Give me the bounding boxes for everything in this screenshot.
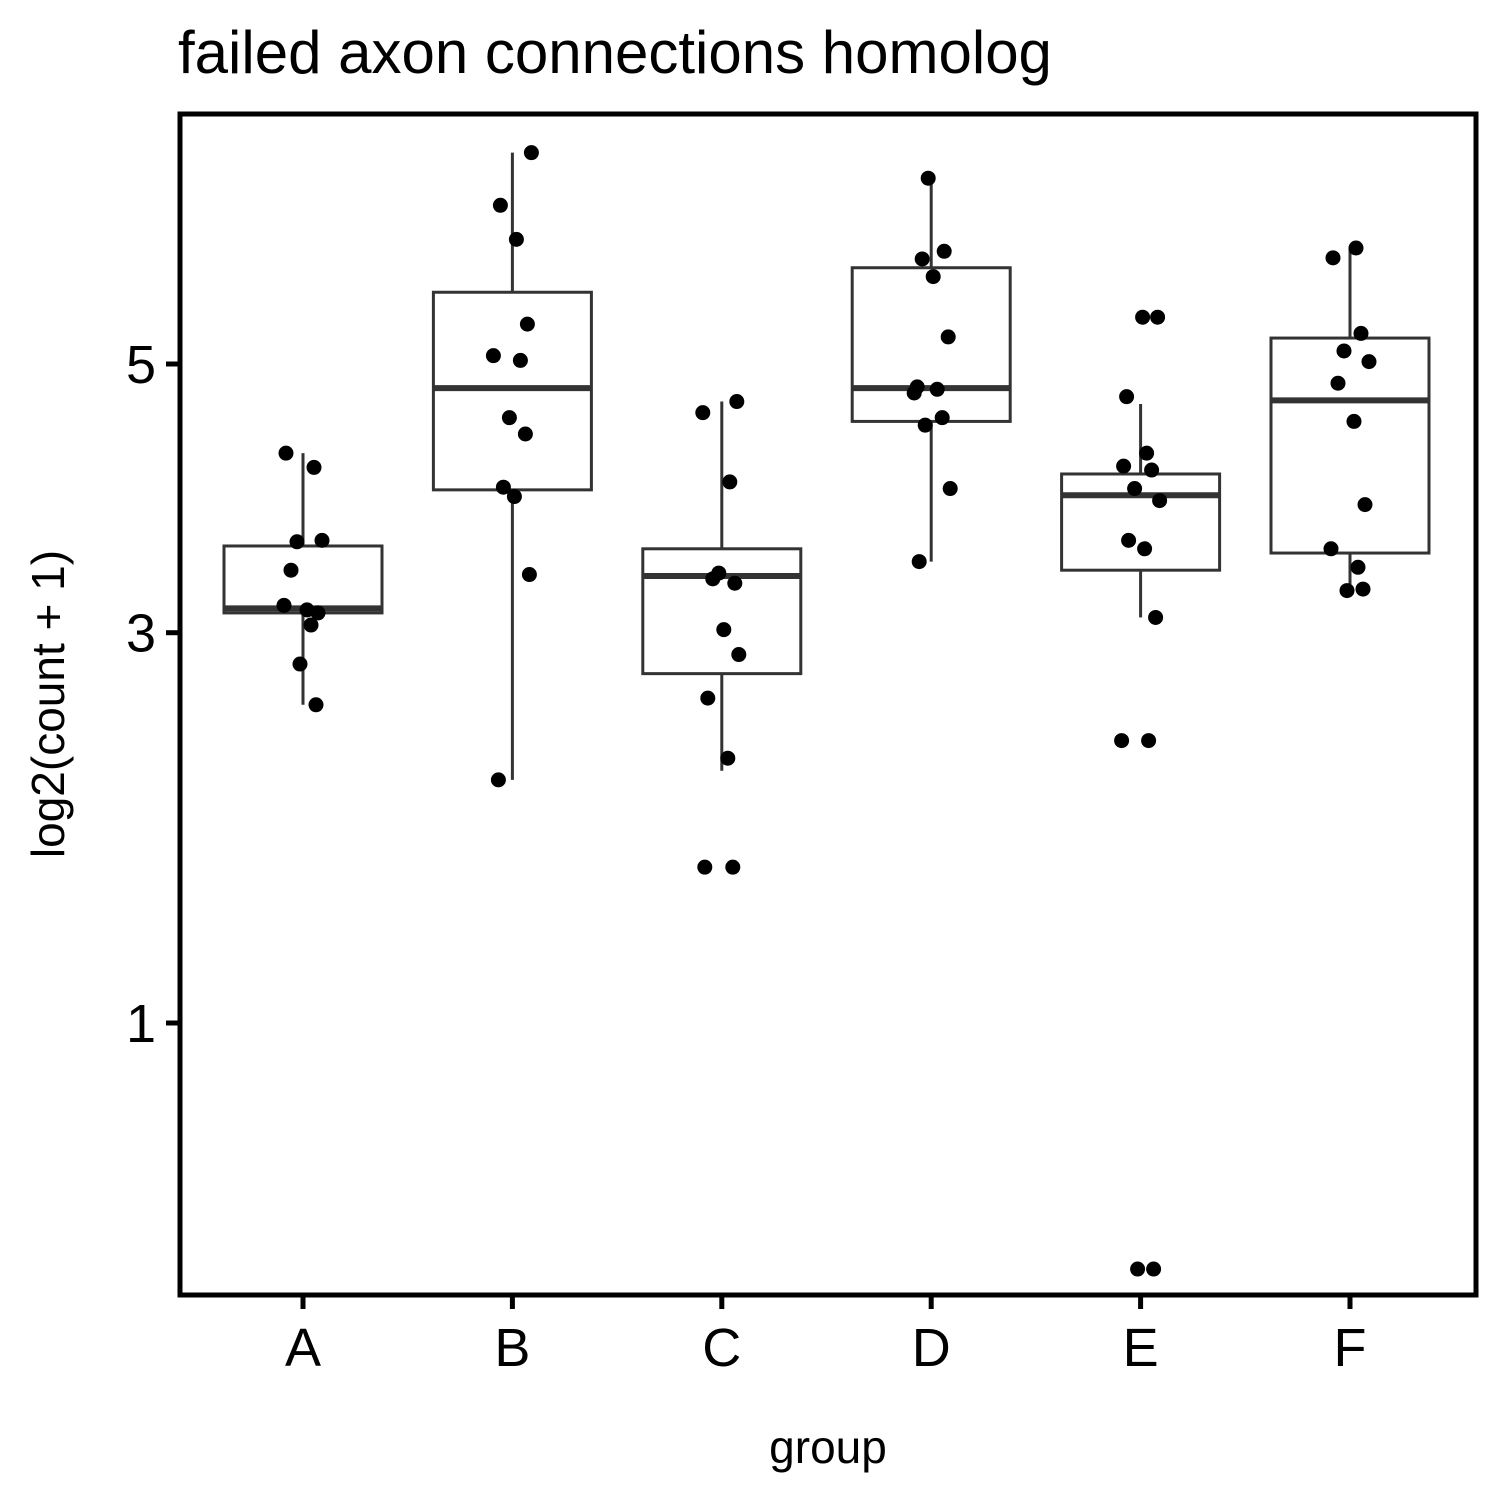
data-point [506, 489, 522, 505]
data-point [495, 479, 511, 495]
data-point [1144, 462, 1160, 478]
data-point [1325, 250, 1341, 266]
x-tick-label: F [1334, 1318, 1367, 1378]
data-point [1137, 541, 1153, 557]
boxes-layer [222, 152, 1431, 780]
data-point [942, 481, 958, 497]
data-point [501, 410, 517, 426]
data-point [731, 647, 747, 663]
data-point [1339, 583, 1355, 599]
data-point [1135, 309, 1151, 325]
data-point [725, 859, 741, 875]
data-point [716, 622, 732, 638]
x-axis: A B C D E F [285, 1295, 1367, 1378]
data-point [512, 352, 528, 368]
box-rect [222, 544, 384, 615]
data-point [729, 394, 745, 410]
box-group-d [850, 178, 1012, 562]
data-point [1152, 493, 1168, 509]
data-point [519, 316, 535, 332]
data-point [940, 329, 956, 345]
data-point [920, 170, 936, 186]
data-point [276, 597, 292, 613]
points-layer [276, 145, 1377, 1277]
data-point [705, 571, 721, 587]
data-point [720, 750, 736, 766]
x-tick-label: C [702, 1318, 741, 1378]
data-point [917, 417, 933, 433]
data-point [929, 381, 945, 397]
data-point [1336, 343, 1352, 359]
x-axis-title: group [769, 1421, 887, 1473]
data-point [306, 459, 322, 475]
data-point [1119, 389, 1135, 405]
data-point [925, 269, 941, 285]
box-group-c [641, 401, 803, 771]
x-tick-label: B [494, 1318, 530, 1378]
box-rect [1269, 336, 1431, 555]
data-point [1357, 497, 1373, 513]
chart-title: failed axon connections homolog [178, 19, 1052, 86]
x-tick-label: A [285, 1318, 321, 1378]
data-point [278, 445, 294, 461]
box-group-f [1269, 248, 1431, 590]
data-point [485, 348, 501, 364]
data-point [1130, 1261, 1146, 1277]
data-point [292, 656, 308, 672]
data-point [1346, 413, 1362, 429]
data-point [1139, 445, 1155, 461]
data-point [1350, 559, 1366, 575]
data-point [289, 534, 305, 550]
data-point [1361, 354, 1377, 370]
data-point [314, 532, 330, 548]
data-point [1355, 581, 1371, 597]
data-point [308, 697, 324, 713]
y-axis-title: log2(count + 1) [22, 550, 74, 858]
data-point [490, 772, 506, 788]
data-point [911, 554, 927, 570]
x-tick-label: E [1123, 1318, 1159, 1378]
data-point [727, 575, 743, 591]
data-point [508, 231, 524, 247]
box-group-e [1060, 404, 1222, 618]
data-point [523, 145, 539, 161]
data-point [936, 243, 952, 259]
data-point [1323, 541, 1339, 557]
x-tick-label: D [912, 1318, 951, 1378]
data-point [1121, 532, 1137, 548]
data-point [310, 605, 326, 621]
data-point [700, 690, 716, 706]
data-point [1141, 733, 1157, 749]
data-point [1116, 458, 1132, 474]
y-tick-label: 1 [126, 994, 156, 1054]
box-rect [1060, 472, 1222, 572]
data-point [283, 562, 299, 578]
box-rect [850, 266, 1012, 423]
y-axis: 1 3 5 [126, 335, 180, 1054]
data-point [1348, 240, 1364, 256]
plot-frame [177, 111, 1479, 1298]
data-point [303, 617, 319, 633]
box-rect [641, 547, 803, 676]
data-point [722, 474, 738, 490]
data-point [697, 859, 713, 875]
data-point [517, 426, 533, 442]
data-point [934, 410, 950, 426]
y-tick-label: 3 [126, 604, 156, 664]
data-point [1127, 481, 1143, 497]
data-point [1114, 733, 1130, 749]
data-point [1330, 375, 1346, 391]
box-group-b [431, 152, 593, 780]
data-point [695, 405, 711, 421]
data-point [1150, 309, 1166, 325]
y-tick-label: 5 [126, 335, 156, 395]
data-point [1148, 609, 1164, 625]
data-point [492, 197, 508, 213]
data-point [914, 251, 930, 267]
data-point [521, 567, 537, 583]
data-point [906, 385, 922, 401]
data-point [1353, 325, 1369, 341]
data-point [1146, 1261, 1162, 1277]
